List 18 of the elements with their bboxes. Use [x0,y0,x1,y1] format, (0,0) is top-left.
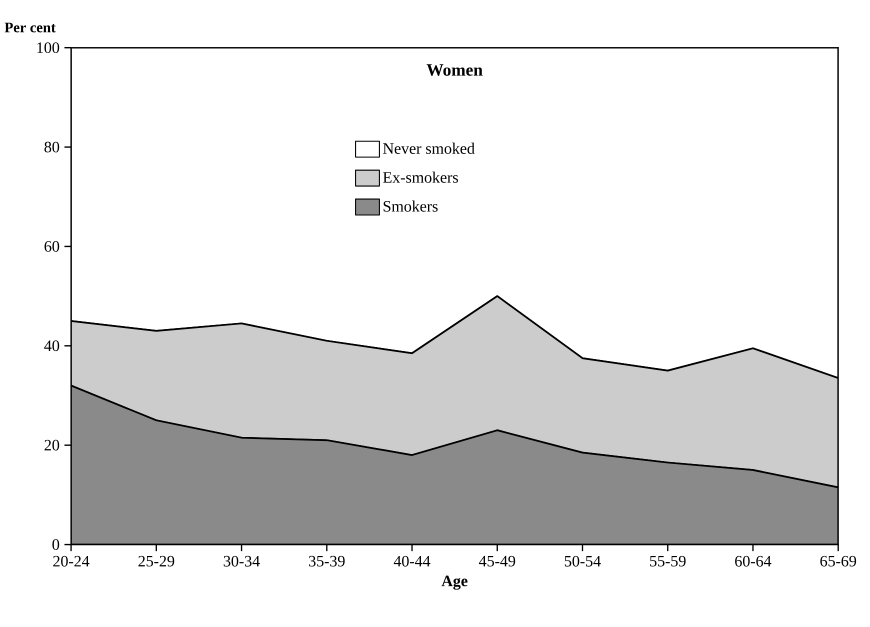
x-tick-label: 50-54 [564,556,601,567]
x-tick-label: 30-34 [224,556,260,567]
y-tick-label: 0 [52,539,60,550]
y-tick-label: 80 [44,142,60,152]
x-tick-label: 25-29 [138,556,174,567]
x-tick-label: 45-49 [479,556,516,567]
x-tick-label: 35-39 [309,556,345,567]
x-tick-label: 60-64 [735,556,772,567]
y-axis-title: Per cent [4,22,56,32]
x-tick-label: 65-69 [820,556,856,567]
y-tick-label: 20 [44,440,60,451]
x-tick-label: 40-44 [394,556,430,567]
x-tick-label: 20-24 [53,556,90,567]
x-axis-title: Age [442,576,468,590]
y-tick-label: 40 [44,340,60,352]
x-tick-label: 55-59 [650,556,686,567]
y-tick-label: 100 [37,42,60,54]
y-tick-label: 60 [44,241,60,252]
